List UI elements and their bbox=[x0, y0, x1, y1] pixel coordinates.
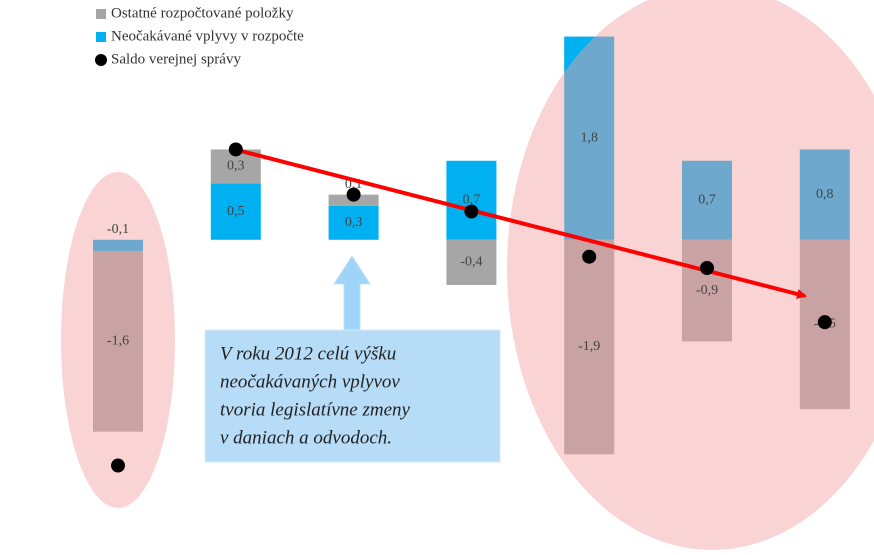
bar bbox=[564, 239, 615, 455]
bar bbox=[682, 239, 732, 342]
data-label: -1,9 bbox=[578, 339, 600, 354]
bar bbox=[328, 205, 379, 240]
bar bbox=[564, 36, 615, 240]
legend-label: Saldo verejnej správy bbox=[111, 51, 241, 67]
data-label: -0,1 bbox=[107, 222, 129, 237]
data-label: 0,7 bbox=[463, 192, 481, 207]
legend-marker bbox=[96, 9, 106, 19]
bar bbox=[446, 239, 497, 285]
data-label: 0,3 bbox=[345, 215, 363, 230]
legend-marker bbox=[95, 54, 107, 66]
dot bbox=[817, 315, 832, 330]
data-label: 0,7 bbox=[698, 192, 716, 207]
dot bbox=[228, 142, 243, 157]
annotation: v daniach a odvodoch. bbox=[220, 427, 392, 448]
highlight-ellipse bbox=[507, 0, 874, 550]
data-label: -1,6 bbox=[107, 334, 129, 349]
dot bbox=[111, 458, 125, 473]
annotation: V roku 2012 celú výšku bbox=[220, 343, 396, 364]
bar bbox=[682, 160, 732, 240]
annotation: tvoria legislatívne zmeny bbox=[220, 399, 411, 420]
data-label: 0,8 bbox=[816, 187, 834, 202]
data-label: -0,9 bbox=[696, 283, 718, 298]
highlight-ellipse bbox=[61, 172, 175, 508]
bar bbox=[93, 251, 143, 432]
bar bbox=[799, 149, 850, 240]
dot bbox=[700, 261, 714, 275]
bar bbox=[446, 160, 497, 240]
legend-label: Ostatné rozpočtované položky bbox=[111, 5, 294, 21]
legend-marker bbox=[96, 32, 106, 42]
dot bbox=[346, 187, 361, 202]
annotation: neočakávaných vplyvov bbox=[220, 371, 400, 392]
callout-box bbox=[204, 329, 501, 463]
legend-label: Neočakávané vplyvy v rozpočte bbox=[111, 28, 304, 44]
data-label: -0,4 bbox=[460, 255, 482, 270]
bar bbox=[93, 239, 143, 252]
data-label: 0,3 bbox=[227, 159, 245, 174]
callout-arrow bbox=[333, 255, 371, 331]
dot bbox=[582, 249, 597, 264]
bar bbox=[210, 183, 261, 240]
data-label: 1,8 bbox=[580, 130, 598, 145]
dot bbox=[464, 204, 479, 219]
data-label: 0,5 bbox=[227, 204, 245, 219]
